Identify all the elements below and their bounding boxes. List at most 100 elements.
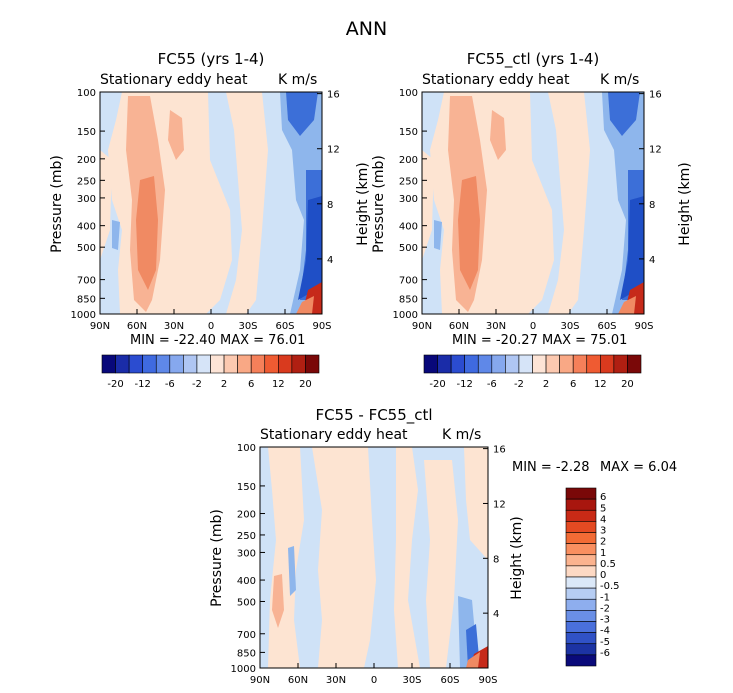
panel3-title: FC55 - FC55_ctl [315, 406, 433, 424]
panel1-max: MAX = 76.01 [220, 333, 306, 348]
panel3-units: K m/s [442, 427, 482, 443]
panel3-colorbar-label: 0.5 [600, 559, 616, 570]
panel2-ytick-label: 100 [399, 88, 418, 99]
panel1-xtick-label: 90N [90, 321, 110, 332]
panel1-orange-left [100, 150, 112, 260]
panel3-colorbar-label: -6 [600, 648, 610, 659]
panel2-colorbar-label: 6 [570, 379, 576, 390]
panel1-red-corner [302, 282, 322, 314]
panel1-bg [100, 92, 322, 314]
panel2-xtick-label: 90S [634, 321, 653, 332]
panel1-colorbar-swatch [169, 354, 184, 374]
panel3-ytick-label: 200 [237, 510, 256, 521]
panel3-htick-label: 16 [493, 445, 506, 456]
panel2-htick-label: 16 [649, 90, 662, 101]
panel3-colorbar-label: 6 [600, 492, 606, 503]
panel2-xtick-label: 30N [486, 321, 506, 332]
panel3-ytick-label: 100 [237, 443, 256, 454]
panel2-xtick-label: 60N [449, 321, 469, 332]
panel1-blue-dark [286, 92, 318, 136]
panel1-htick-label: 16 [327, 90, 340, 101]
panel2-colorbar-label: -12 [457, 379, 473, 390]
panel1-colorbar-swatch [237, 354, 252, 374]
panel2-max: MAX = 75.01 [542, 333, 628, 348]
panel3-colorbar-label: 3 [600, 526, 606, 537]
panel2-field [422, 92, 644, 314]
panel2-colorbar-swatch [532, 354, 547, 374]
panel2-xtick-label: 0 [530, 321, 536, 332]
panel3-colorbar-swatch [565, 654, 597, 667]
panel3-min: MIN = -2.28 [512, 460, 590, 475]
panel1-ylabel-right: Height (km) [355, 162, 371, 246]
panel2-colorbar-swatch [600, 354, 615, 374]
panel2-orange-corner [618, 296, 636, 314]
panel3-colorbar-label: 1 [600, 548, 606, 559]
panel1-colorbar-label: 2 [221, 379, 227, 390]
panel2-colorbar-swatch [437, 354, 452, 374]
panel1-xtick-label: 90S [312, 321, 331, 332]
panel2-ytick-label: 700 [399, 276, 418, 287]
panel2-colorbar-swatch [491, 354, 506, 374]
panel2-orange-band [430, 92, 554, 314]
panel3-ytick-label: 150 [237, 482, 256, 493]
panel2-orange-mid2 [490, 110, 506, 160]
panel2-colorbar-swatch [423, 354, 438, 374]
panel2-ytick-label: 200 [399, 155, 418, 166]
panel3-xtick-label: 90N [250, 675, 270, 686]
panel3-colorbar-label: -0.5 [600, 581, 620, 592]
panel1-ytick-label: 850 [77, 294, 96, 305]
panel1-ytick-label: 400 [77, 222, 96, 233]
panel2-blue-deep [620, 196, 644, 300]
panel1-orange-mid [126, 96, 165, 312]
panel3-htick-label: 4 [493, 609, 499, 620]
panel2-orange-left [422, 150, 434, 260]
panel2-ytick-label: 850 [399, 294, 418, 305]
panel3-colorbar-swatch [565, 621, 597, 633]
panel2-variable: Stationary eddy heat [422, 72, 570, 88]
panel3-colorbar-swatch [565, 509, 597, 522]
panel3-colorbar-label: 2 [600, 537, 606, 548]
panel1-colorbar-label: -20 [107, 379, 123, 390]
panel3-ytick-label: 1000 [231, 664, 256, 675]
panel3-xtick-label: 30N [326, 675, 346, 686]
panel2-htick-label: 4 [649, 255, 655, 266]
panel3-colorbar-swatch [565, 521, 597, 533]
panel2-frame [421, 91, 645, 315]
panel3-colorbar-swatch [565, 532, 597, 544]
panel1-htick-label: 4 [327, 255, 333, 266]
panel1-colorbar-swatch [264, 354, 279, 374]
panel3-ytick-label: 500 [237, 597, 256, 608]
panel3-ylabel: Pressure (mb) [209, 509, 225, 607]
panel2-min: MIN = -20.27 [452, 333, 538, 348]
panel2-blue-dark2 [622, 170, 644, 300]
panel1-colorbar-label: -12 [135, 379, 151, 390]
panel1-blue-deep [298, 196, 322, 300]
panel3-colorbar-label: 5 [600, 503, 606, 514]
panel3-ytick-label: 700 [237, 630, 256, 641]
panel3-ytick-label: 400 [237, 576, 256, 587]
panel2-ytick-label: 500 [399, 243, 418, 254]
panel1-xtick-label: 60S [275, 321, 294, 332]
panel3-htick-label: 8 [493, 554, 499, 565]
panel1-orange-corner [296, 296, 314, 314]
panel1-htick-label: 12 [327, 145, 340, 156]
panel3-htick-label: 12 [493, 499, 506, 510]
panel1-orange-band2 [226, 92, 268, 314]
panel3-colorbar-label: -2 [600, 603, 610, 614]
panel1-ylabel: Pressure (mb) [49, 155, 65, 253]
panel1-min: MIN = -22.40 [130, 333, 216, 348]
panel3-orange-corner [466, 652, 480, 668]
panel3-max: MAX = 6.04 [600, 460, 678, 475]
panel1-colorbar-label: 12 [272, 379, 285, 390]
panel2-colorbar-swatch [464, 354, 479, 374]
panel2-colorbar-label: -20 [429, 379, 445, 390]
panel3-ytick-label: 250 [237, 531, 256, 542]
panel1-orange-mid2 [168, 110, 184, 160]
panel2-colorbar-swatch [627, 354, 642, 374]
panel3-orange-c [394, 447, 420, 668]
panel1-blue-left [112, 220, 120, 250]
panel1-ytick-label: 500 [77, 243, 96, 254]
panel1-colorbar-label: -2 [192, 379, 202, 390]
panel3-frame [259, 446, 489, 669]
panel3-blue-strip3 [466, 624, 480, 668]
